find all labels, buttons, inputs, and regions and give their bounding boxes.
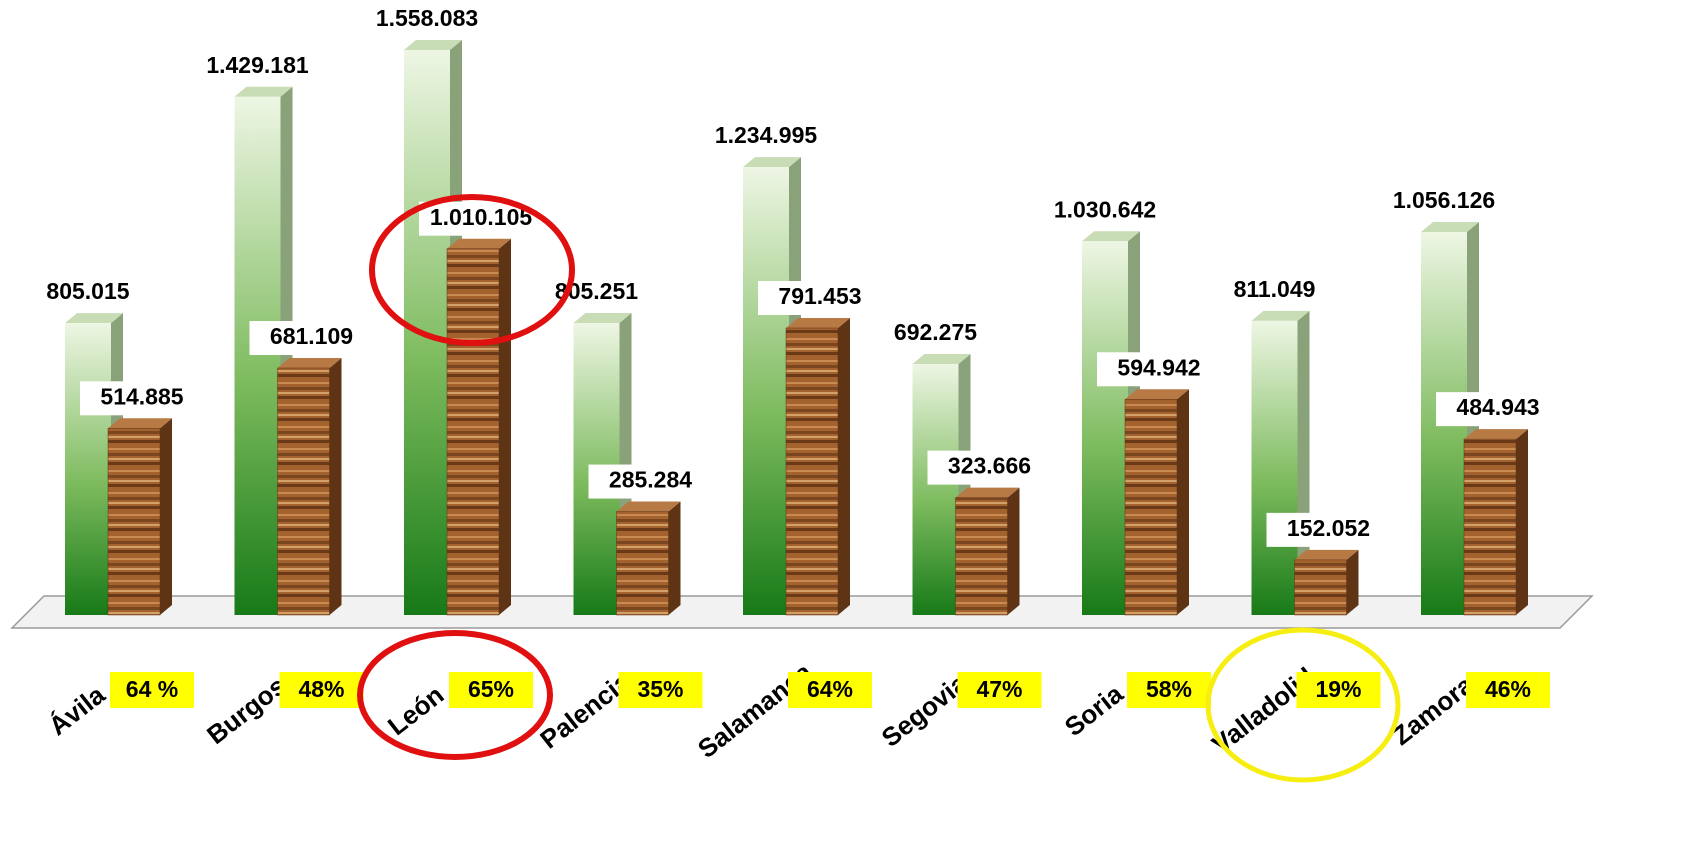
bar xyxy=(65,323,111,615)
bar-top xyxy=(1251,310,1310,321)
bar-side xyxy=(329,358,342,615)
bar-top xyxy=(786,317,850,328)
data-label: 1.429.181 xyxy=(206,52,309,78)
x-tick-label: Ávila xyxy=(43,679,111,741)
bar-top xyxy=(616,501,681,512)
highlight-circle xyxy=(357,630,553,760)
annotation: 65% xyxy=(468,676,514,702)
annotation-box xyxy=(1466,672,1550,708)
bar-side xyxy=(1346,549,1359,615)
data-label-bg xyxy=(1436,392,1560,427)
bar-top xyxy=(234,86,293,97)
data-label: 692.275 xyxy=(894,319,977,345)
bar xyxy=(743,167,789,615)
bar xyxy=(912,363,959,615)
bar-top xyxy=(1421,222,1479,233)
bar xyxy=(1463,438,1517,616)
bar-side xyxy=(1177,389,1189,615)
data-label: 681.109 xyxy=(270,323,353,349)
annotation-box xyxy=(449,672,533,708)
data-label-bg xyxy=(927,450,1052,485)
bar-top xyxy=(65,313,123,324)
annotation-box xyxy=(1296,672,1381,708)
annotation: 64 % xyxy=(126,676,178,702)
annotation-box xyxy=(788,672,872,708)
bar-side xyxy=(160,418,172,615)
data-label: 484.943 xyxy=(1456,394,1539,420)
annotation: 58% xyxy=(1146,676,1192,702)
annotation: 35% xyxy=(637,676,683,702)
bar-side xyxy=(1516,429,1528,615)
bar-top xyxy=(1125,389,1189,400)
bar-top xyxy=(743,157,801,168)
data-label: 811.049 xyxy=(1234,276,1316,302)
x-tick-label: Zamora xyxy=(1386,669,1479,751)
bar-top xyxy=(277,358,342,369)
bar xyxy=(1251,320,1298,615)
bar-top xyxy=(1464,429,1528,440)
bar xyxy=(107,428,161,616)
bar-top xyxy=(1082,231,1140,242)
annotation-box xyxy=(110,672,194,708)
bar-top xyxy=(573,312,632,323)
data-label: 805.015 xyxy=(46,278,129,304)
annotation-box xyxy=(618,672,703,708)
data-label: 1.234.995 xyxy=(715,122,818,148)
bar-top xyxy=(912,353,971,364)
highlight-circle xyxy=(369,194,575,346)
bar-side xyxy=(838,317,850,615)
data-label-bg xyxy=(588,464,713,499)
bar-top xyxy=(447,238,511,249)
annotation: 46% xyxy=(1485,676,1531,702)
x-tick-label: León xyxy=(382,679,449,741)
highlight-circle xyxy=(1205,627,1401,783)
x-tick-label: Soria xyxy=(1059,678,1129,742)
bar-side xyxy=(668,501,681,615)
data-label-bg xyxy=(1097,352,1221,387)
data-label: 514.885 xyxy=(100,383,183,409)
annotation: 47% xyxy=(976,676,1022,702)
bar-top xyxy=(404,40,462,50)
bar xyxy=(234,96,281,615)
x-tick-label: Burgos xyxy=(201,670,291,750)
bar-top xyxy=(955,487,1020,498)
bar xyxy=(446,248,500,616)
bar-side xyxy=(499,238,511,615)
data-label: 1.558.083 xyxy=(376,5,478,31)
data-label-bg xyxy=(249,321,374,356)
annotation: 48% xyxy=(298,676,344,702)
annotation-box xyxy=(279,672,364,708)
data-label: 791.453 xyxy=(778,283,861,309)
annotation-box xyxy=(1127,672,1211,708)
data-label: 1.056.126 xyxy=(1393,187,1495,213)
annotation-box xyxy=(957,672,1042,708)
data-label-bg xyxy=(758,280,882,315)
annotation: 19% xyxy=(1315,676,1361,702)
data-label: 594.942 xyxy=(1117,354,1200,380)
bar xyxy=(955,497,1008,616)
data-label-bg xyxy=(1266,512,1391,547)
bar xyxy=(785,327,839,616)
bar xyxy=(616,511,669,616)
bar xyxy=(277,367,330,616)
bar xyxy=(1124,399,1178,616)
data-label: 1.010.105 xyxy=(430,204,533,230)
bar xyxy=(1082,241,1128,615)
data-label: 285.284 xyxy=(609,467,692,493)
bar-side xyxy=(1007,487,1020,615)
data-label: 323.666 xyxy=(948,453,1031,479)
bar-top xyxy=(1294,549,1359,560)
data-label: 1.030.642 xyxy=(1054,196,1156,222)
annotation: 64% xyxy=(807,676,853,702)
bar-top xyxy=(108,418,172,429)
data-label-bg xyxy=(80,381,204,416)
data-label: 152.052 xyxy=(1287,515,1370,541)
bar xyxy=(1294,559,1347,616)
